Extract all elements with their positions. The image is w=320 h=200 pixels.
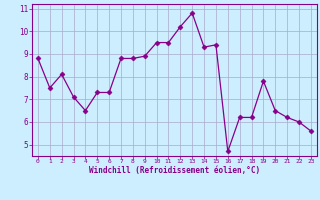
X-axis label: Windchill (Refroidissement éolien,°C): Windchill (Refroidissement éolien,°C) [89,166,260,175]
